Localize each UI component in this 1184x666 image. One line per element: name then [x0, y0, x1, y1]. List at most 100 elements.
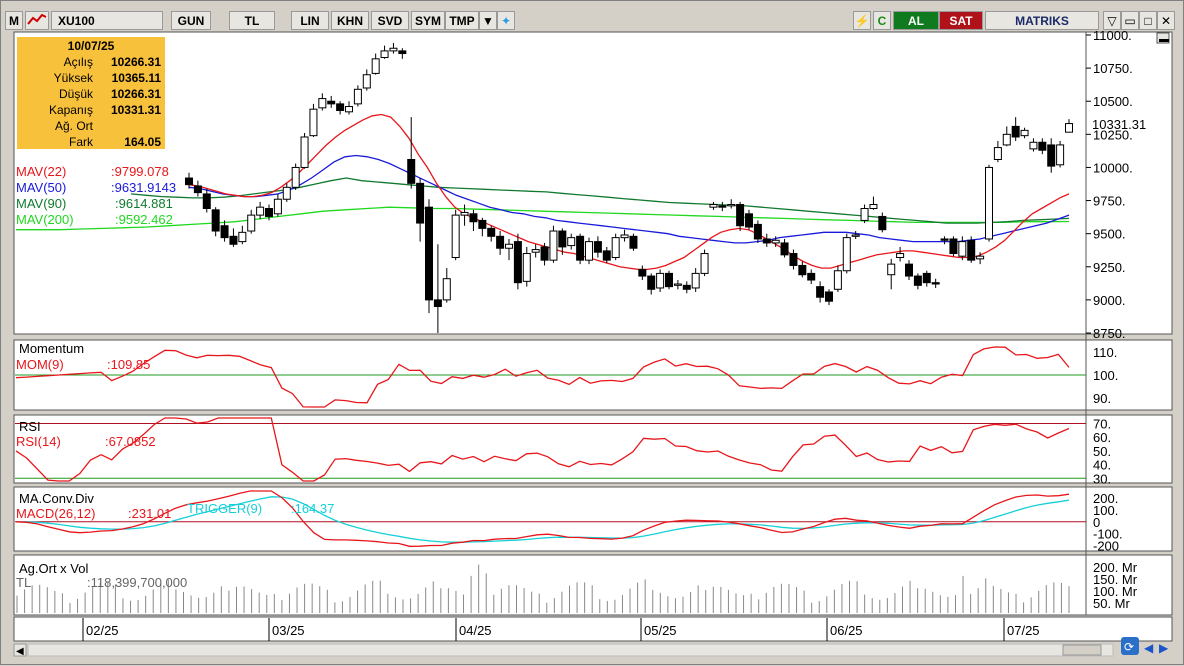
price-tick-label: 10750. [1093, 61, 1133, 76]
momentum-line [15, 346, 1070, 408]
volume-title: Ag.Ort x Vol [19, 561, 88, 576]
collapse-panel-button[interactable] [1156, 32, 1170, 44]
nav-right-icon[interactable]: ▶ [1159, 641, 1169, 655]
momentum-tick-label: 90. [1093, 391, 1111, 406]
scale-button[interactable]: LIN [291, 11, 329, 30]
candle-body [869, 204, 878, 210]
candle-body [771, 239, 780, 244]
candle-body [602, 250, 611, 261]
rsi-tick-label: 60. [1093, 430, 1111, 445]
period-button[interactable]: GUN [171, 11, 211, 30]
maximize-icon[interactable]: □ [1139, 11, 1157, 30]
candle-body [540, 246, 549, 261]
rsi-tick-label: 40. [1093, 458, 1111, 473]
x-tick-label: 07/25 [1007, 623, 1040, 638]
rsi-line [15, 417, 1070, 482]
candle-body [247, 214, 256, 232]
twitter-icon[interactable]: ✦ [497, 11, 515, 30]
rsi-panel [13, 414, 1173, 484]
candle-body [798, 264, 807, 276]
chart-type-icon[interactable] [25, 11, 49, 30]
candle-body [753, 223, 762, 240]
candle-body [585, 241, 593, 261]
candle-button[interactable]: KHN [331, 11, 369, 30]
info-row-low: Düşük 10266.31 [58, 87, 161, 101]
candle-body [1047, 144, 1056, 167]
sync-icon: ⟳ [1124, 640, 1134, 654]
candle-body [638, 268, 647, 277]
candlestick-series [185, 42, 1073, 333]
candle-body [931, 282, 940, 285]
candle-body [842, 237, 851, 272]
x-tick-label: 06/25 [830, 623, 863, 638]
price-tick-label: 9500. [1093, 227, 1126, 242]
price-tick-label: 10250. [1093, 127, 1133, 142]
scroll-left-button[interactable] [13, 643, 27, 657]
candle-body [265, 208, 273, 217]
trigger-label: TRIGGER(9) [187, 501, 262, 516]
candle-body [558, 230, 567, 248]
info-row-diff: Fark 164.05 [69, 135, 161, 149]
delete-button[interactable]: SVD [371, 11, 409, 30]
macd-panel [13, 486, 1173, 552]
sell-button[interactable]: SAT [939, 11, 983, 30]
candle-body [691, 272, 700, 289]
price-tick-label: 8750. [1093, 326, 1126, 341]
candle-body [949, 238, 958, 255]
candle-body [887, 263, 896, 276]
collapse-icon[interactable]: ▽ [1103, 11, 1121, 30]
candle-body [451, 214, 460, 259]
candle-body [709, 204, 718, 208]
candle-body [522, 253, 531, 282]
refresh-icon[interactable]: C [873, 11, 891, 30]
currency-button[interactable]: TL [229, 11, 275, 30]
macd-value: :231.01 [128, 506, 171, 521]
candle-body [353, 88, 362, 105]
candle-body [1002, 133, 1011, 146]
dropdown-arrow-icon[interactable]: ▼ [479, 11, 497, 30]
info-row-high: Yüksek 10365.11 [53, 71, 161, 85]
flash-icon[interactable]: ⚡ [853, 11, 871, 30]
candle-body [345, 106, 353, 113]
price-tick-label: 9750. [1093, 194, 1126, 209]
candle-body [202, 193, 211, 210]
candle-body [531, 249, 540, 253]
mav22-line [188, 113, 1070, 271]
candle-body [665, 272, 673, 288]
candle-body [256, 206, 265, 216]
candle-body [300, 136, 309, 168]
symbol-button[interactable]: SYM [411, 11, 445, 30]
symbol-field[interactable]: XU100 [51, 11, 163, 30]
candle-body [745, 213, 753, 228]
macd-line [15, 490, 1070, 547]
candle-body [380, 50, 389, 59]
candle-body [1011, 125, 1020, 138]
rsi-tick-label: 30. [1093, 471, 1111, 486]
candle-body [816, 286, 825, 298]
buy-button[interactable]: AL [893, 11, 939, 30]
sync-button[interactable] [1121, 637, 1139, 655]
minimize-icon[interactable]: ▭ [1121, 11, 1139, 30]
candle-body [878, 215, 887, 231]
scroll-track[interactable] [27, 643, 1114, 657]
candle-body [789, 253, 798, 266]
candle-body [229, 235, 238, 245]
toolbar: M XU100 GUN TL LIN KHN SVD SYM TMP ▼ ✦ ⚡… [5, 11, 1177, 31]
logo-button[interactable]: M [5, 11, 23, 30]
candle-body [1038, 141, 1047, 151]
template-button[interactable]: TMP [445, 11, 479, 30]
info-date: 10/07/25 [67, 39, 115, 53]
candle-body [1029, 141, 1038, 150]
macd-tick-label: 0 [1093, 515, 1100, 530]
volume-tick-label: 100. Mr [1093, 584, 1138, 599]
candle-body [309, 108, 318, 137]
nav-left-icon[interactable]: ◀ [1144, 641, 1154, 655]
candle-body [469, 213, 478, 223]
candle-body [807, 272, 816, 281]
candle-body [567, 237, 576, 247]
close-icon[interactable]: ✕ [1157, 11, 1175, 30]
x-tick-label: 02/25 [86, 623, 119, 638]
scroll-thumb[interactable] [1062, 644, 1102, 656]
candle-body [362, 74, 371, 89]
candle-body [513, 241, 522, 284]
